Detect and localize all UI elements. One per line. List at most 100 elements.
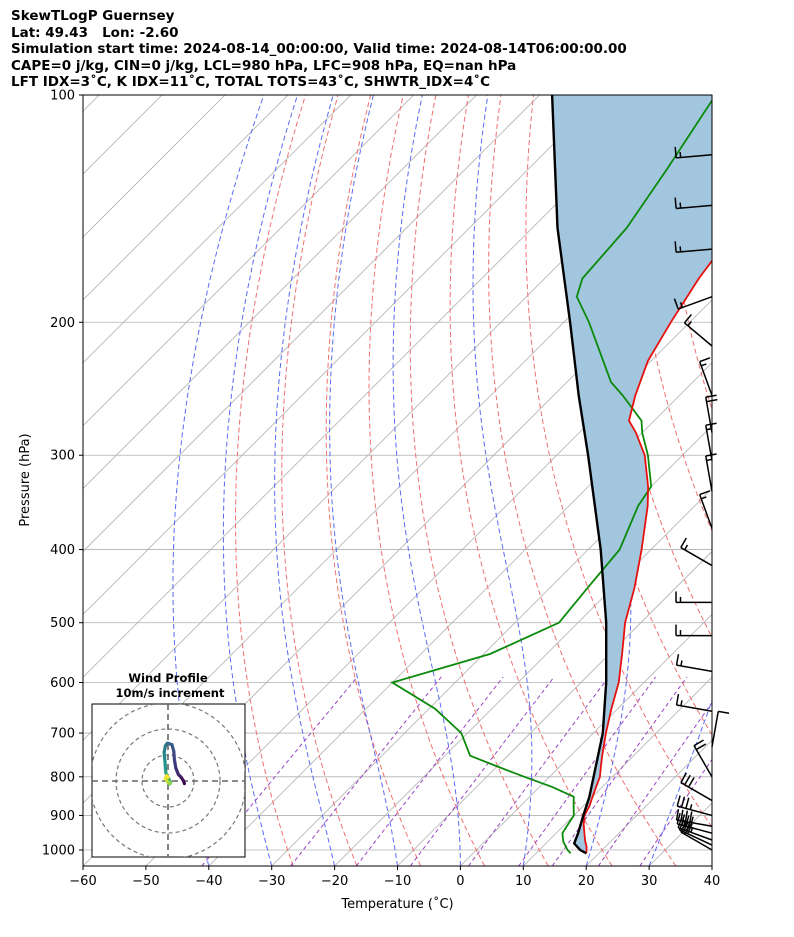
isotherm-line — [711, 865, 712, 866]
isotherm-line — [397, 550, 712, 866]
isotherm-line — [83, 95, 415, 427]
y-tick-label: 300 — [50, 449, 75, 464]
hodograph-subtitle: 10m/s increment — [116, 686, 225, 700]
wind-barb — [673, 296, 713, 310]
barb-feather — [695, 743, 707, 751]
x-axis-title: Temperature (˚C) — [340, 896, 453, 912]
y-tick-label: 700 — [50, 727, 75, 742]
wind-barb — [680, 537, 713, 567]
barb-feather — [685, 797, 690, 809]
barb-staff — [680, 546, 713, 567]
dewpoint-line — [390, 98, 712, 854]
barb-feather — [683, 313, 693, 324]
moist-adiabat-line — [711, 864, 712, 866]
wind-barb — [698, 357, 713, 396]
barb-staff — [677, 826, 713, 841]
barb-feather — [680, 809, 684, 821]
hodograph-plot — [92, 704, 245, 857]
barb-staff — [693, 745, 713, 778]
dry-adiabat-line — [325, 95, 422, 866]
barb-feather — [699, 357, 711, 363]
barb-feather — [675, 808, 680, 821]
dry-adiabat-line — [409, 95, 549, 866]
title-station: SkewTLogP Guernsey — [11, 8, 175, 24]
barb-staff — [676, 664, 713, 673]
dry-adiabat-line — [762, 95, 794, 866]
wind-barb — [683, 313, 713, 347]
moist-adiabat-line — [472, 95, 533, 866]
x-tick-label: −50 — [132, 874, 159, 889]
barb-half-feather — [689, 804, 693, 810]
wind-barb — [675, 591, 712, 604]
x-tick-label: −10 — [384, 874, 411, 889]
barb-half-feather — [684, 544, 689, 551]
title-cape-cin: CAPE=0 j/kg, CIN=0 j/kg, LCL=980 hPa, LF… — [11, 57, 517, 74]
wind-barb — [698, 490, 713, 529]
barb-staff — [676, 819, 713, 827]
barb-feather — [680, 814, 686, 826]
wind-barbs — [673, 146, 730, 851]
isotherm-line — [83, 95, 603, 615]
barb-feather — [684, 810, 689, 822]
barb-staff — [683, 322, 713, 347]
barb-feather — [687, 777, 695, 788]
moist-adiabat-line — [329, 95, 398, 866]
barb-half-feather — [700, 363, 707, 367]
barb-staff — [676, 154, 713, 159]
mixing-ratio-line — [355, 676, 504, 866]
isotherm-line — [83, 95, 352, 364]
wind-barb — [674, 197, 713, 210]
barb-staff — [677, 823, 713, 834]
x-tick-label: 10 — [515, 874, 532, 889]
title-latlon: Lat: 49.43 Lon: -2.60 — [11, 24, 179, 41]
dry-adiabat-line — [488, 95, 677, 866]
mixing-ratio-line — [409, 676, 555, 866]
temperature-line — [582, 259, 712, 854]
barb-feather — [673, 298, 679, 310]
parcel-path-line — [550, 95, 608, 855]
moist-adiabat-line — [274, 95, 336, 866]
y-tick-label: 900 — [50, 809, 75, 824]
mixing-ratio-line — [201, 676, 358, 866]
x-tick-label: 30 — [641, 874, 658, 889]
y-tick-label: 200 — [50, 316, 75, 331]
dry-adiabat-line — [729, 95, 794, 866]
barb-staff — [698, 494, 713, 529]
barb-staff — [677, 805, 713, 817]
barb-half-feather — [680, 660, 683, 667]
barb-feather — [680, 796, 686, 808]
barb-staff — [680, 781, 713, 802]
y-axis-title: Pressure (hPa) — [18, 433, 33, 526]
mixing-ratio-line — [597, 701, 712, 866]
barb-feather — [674, 146, 677, 158]
x-tick-label: −40 — [195, 874, 222, 889]
mixing-ratio-line — [551, 676, 688, 866]
cape-cin-shading — [552, 95, 712, 854]
moist-adiabat-line — [392, 95, 461, 866]
wind-barb — [675, 654, 713, 673]
barb-feather — [675, 694, 680, 706]
barb-staff — [677, 296, 713, 310]
title-times: Simulation start time: 2024-08-14_00:00:… — [11, 41, 627, 58]
isotherm-line — [271, 425, 712, 866]
axis-ticks: −60 −50 −40 −30 −20 −10 0 10 20 30 40 100 200 300 400 5… — [42, 89, 720, 890]
barb-feather — [676, 795, 681, 807]
barb-feather — [689, 811, 693, 823]
wind-barb — [676, 795, 713, 817]
wind-barb — [675, 694, 713, 713]
dry-adiabat-line — [368, 95, 485, 866]
wind-barb — [680, 772, 713, 802]
barb-staff — [698, 361, 713, 396]
isotherm-line — [83, 95, 289, 301]
isotherm-line — [83, 95, 666, 678]
barb-feather — [675, 654, 680, 666]
barb-staff — [705, 425, 713, 461]
hodograph-inset: Wind Profile 10m/s increment — [91, 671, 246, 858]
moist-adiabat-line — [172, 95, 265, 866]
wind-barb — [693, 739, 713, 778]
barb-feather — [676, 813, 681, 825]
barb-staff — [676, 204, 713, 210]
y-tick-label: 400 — [50, 543, 75, 558]
barb-half-feather — [706, 458, 713, 462]
barb-staff — [676, 248, 713, 253]
